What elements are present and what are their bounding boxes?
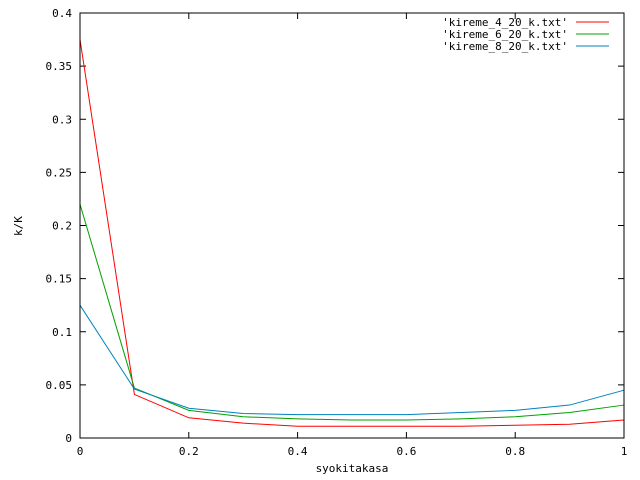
series-line-2 (79, 204, 625, 421)
y-tick-label: 0.25 (46, 166, 73, 179)
x-tick-label: 1 (621, 445, 628, 458)
x-tick-label: 0.6 (396, 445, 416, 458)
x-axis-label: syokitakasa (316, 462, 389, 475)
legend-label-3: 'kireme_8_20_k.txt' (442, 40, 568, 53)
y-tick-label: 0.1 (52, 326, 72, 339)
legend: 'kireme_4_20_k.txt''kireme_6_20_k.txt''k… (442, 16, 609, 53)
y-tick-label: 0.15 (46, 273, 73, 286)
y-tick-label: 0.35 (46, 60, 73, 73)
y-tick-label: 0.4 (52, 7, 72, 20)
y-tick-label: 0.2 (52, 220, 72, 233)
y-tick-label: 0.3 (52, 113, 72, 126)
series-line-3 (79, 304, 625, 416)
y-axis-label: k/K (12, 216, 25, 236)
x-tick-label: 0 (77, 445, 84, 458)
series-lines (79, 39, 625, 427)
plot-frame (79, 12, 625, 439)
x-axis-ticks: 0 0.2 0.4 0.6 0.8 1 (77, 13, 628, 458)
legend-label-2: 'kireme_6_20_k.txt' (442, 28, 568, 41)
legend-label-1: 'kireme_4_20_k.txt' (442, 16, 568, 29)
y-axis-ticks: 0 0.05 0.1 0.15 0.2 0.25 0.3 0.35 0.4 (46, 7, 624, 445)
x-tick-label: 0.4 (288, 445, 308, 458)
x-tick-label: 0.2 (179, 445, 199, 458)
x-tick-label: 0.8 (505, 445, 525, 458)
y-tick-label: 0.05 (46, 379, 73, 392)
y-tick-label: 0 (65, 432, 72, 445)
series-line-1 (79, 39, 625, 427)
